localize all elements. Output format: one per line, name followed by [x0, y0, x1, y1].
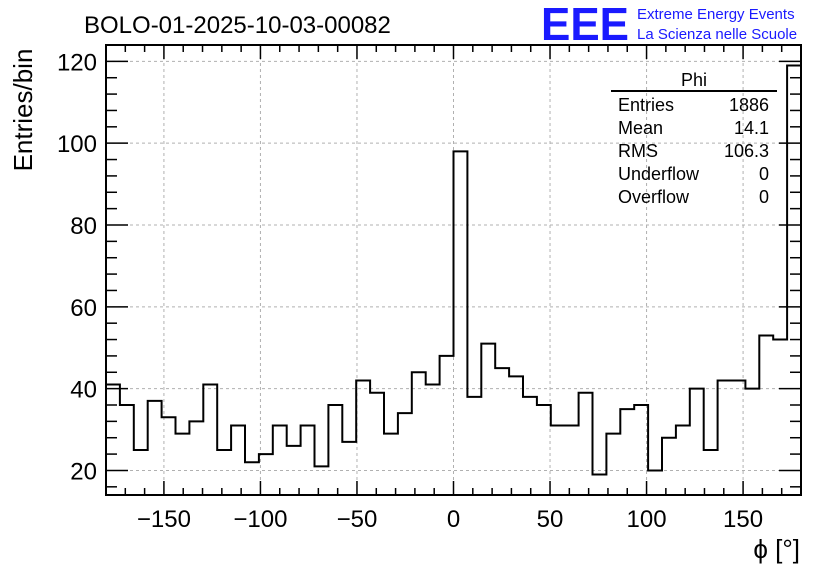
y-tick-label: 80 — [70, 213, 97, 240]
logo-line-1: Extreme Energy Events — [637, 6, 795, 23]
x-tick-label: −150 — [137, 506, 191, 533]
y-axis-label: Entries/bin — [8, 49, 38, 172]
y-tick-label: 20 — [70, 458, 97, 485]
stats-label: Underflow — [618, 164, 700, 184]
chart-title: BOLO-01-2025-10-03-00082 — [84, 12, 391, 39]
y-tick-label: 40 — [70, 377, 97, 404]
x-tick-labels: −150 −100 −50 0 50 100 150 — [137, 506, 763, 533]
stats-value: 106.3 — [724, 141, 769, 161]
histogram-series — [106, 64, 801, 476]
stats-title: Phi — [681, 70, 707, 90]
x-tick-label: −50 — [337, 506, 378, 533]
y-tick-label: 100 — [57, 131, 97, 158]
stats-label: Mean — [618, 118, 663, 138]
x-tick-label: 50 — [537, 506, 564, 533]
stats-value: 14.1 — [734, 118, 769, 138]
stats-value: 0 — [759, 164, 769, 184]
eee-logo-mark: EEE — [541, 0, 629, 50]
y-tick-labels: 20 40 60 80 100 120 — [57, 49, 97, 485]
x-tick-label: 0 — [447, 506, 460, 533]
x-tick-label: −100 — [233, 506, 287, 533]
stats-value: 1886 — [729, 95, 769, 115]
y-tick-label: 60 — [70, 295, 97, 322]
stats-box: Phi Entries 1886 Mean 14.1 RMS 106.3 Underflow… — [611, 70, 777, 207]
axis-ticks — [105, 44, 802, 495]
stats-label: Overflow — [618, 187, 690, 207]
stats-value: 0 — [759, 187, 769, 207]
stats-label: Entries — [618, 95, 674, 115]
y-tick-label: 120 — [57, 49, 97, 76]
eee-logo: EEE Extreme Energy Events La Scienza nel… — [541, 0, 797, 50]
stats-label: RMS — [618, 141, 658, 161]
logo-line-2: La Scienza nelle Scuole — [637, 26, 797, 43]
x-axis-label: ϕ [°] — [753, 534, 800, 564]
x-tick-label: 100 — [627, 506, 667, 533]
grid-lines — [106, 45, 801, 495]
x-tick-label: 150 — [723, 506, 763, 533]
